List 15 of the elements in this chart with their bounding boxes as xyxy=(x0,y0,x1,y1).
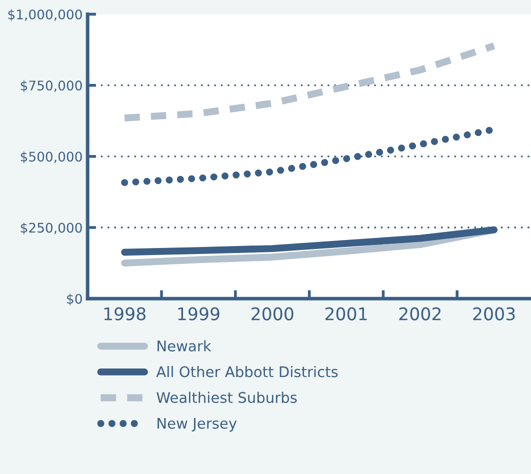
x-tick-label: 2002 xyxy=(399,307,441,320)
legend-label: All Other Abbott Districts xyxy=(156,366,338,378)
y-tick-label: $1,000,000 xyxy=(8,9,82,22)
legend-label: New Jersey xyxy=(158,418,237,432)
x-tick-label: 2001 xyxy=(325,307,367,320)
x-tick-label: 1999 xyxy=(178,307,220,320)
x-tick-label: 2003 xyxy=(473,307,515,320)
legend-label: Wealthiest Suburbs xyxy=(156,392,297,404)
y-tick-label: $250,000 xyxy=(20,222,82,234)
x-tick-label: 1998 xyxy=(104,307,146,320)
y-tick-label: $750,000 xyxy=(20,80,82,92)
y-tick-label: $500,000 xyxy=(20,151,82,164)
x-tick-label: 2000 xyxy=(252,307,294,320)
legend-label: Newark xyxy=(158,340,212,352)
y-tick-label: $0 xyxy=(67,294,82,306)
